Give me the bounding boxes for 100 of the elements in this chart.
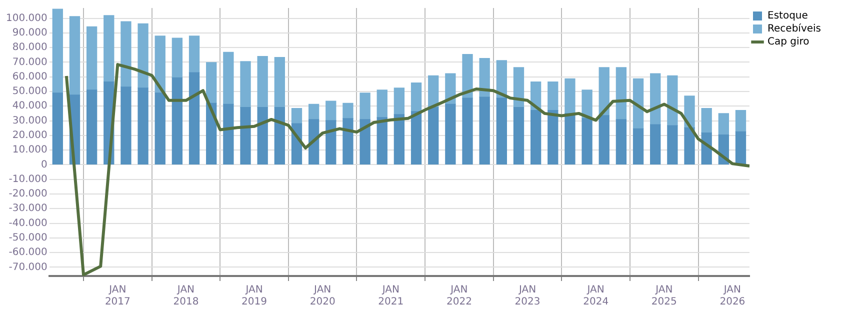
y-tick-label: 60.000 [12,71,48,82]
bar [86,26,98,90]
bar [564,78,576,114]
bar [326,100,336,121]
bar [513,106,524,165]
bar [462,98,473,165]
bar [120,86,132,165]
bar [52,92,63,165]
bar [428,75,439,108]
x-tick-label: JAN 2024 [583,284,609,308]
bar [394,88,405,115]
bar [496,98,507,165]
legend-label: Recebíveis [768,24,822,35]
bar [291,108,302,124]
bar [206,62,217,104]
bar [69,16,80,96]
x-tick-label: JAN 2017 [104,284,130,308]
bar [360,92,370,120]
y-tick-label: 50.000 [12,86,48,98]
legend-label: Estoque [768,10,808,22]
bar [410,111,422,165]
bar [52,8,63,94]
y-tick-label: 20.000 [12,130,48,142]
bar [376,117,388,165]
bar [172,77,183,165]
y-tick-label: 30.000 [12,115,48,126]
bar [376,90,388,118]
bar [632,128,644,165]
bar [667,125,678,165]
y-tick-label: -20.000 [8,188,48,200]
bar [154,92,166,165]
bar [650,73,661,125]
y-tick-label: -10.000 [8,174,48,185]
bar [308,104,320,120]
bar [735,131,746,165]
x-tick-label: JAN 2025 [651,284,677,308]
bar [394,114,405,165]
x-tick-label: JAN 2022 [446,284,472,308]
bar [616,119,627,165]
bar [274,106,285,165]
bar [257,106,268,165]
bar [188,72,200,165]
bar [138,23,148,88]
bar [616,67,627,120]
x-tick-label: JAN 2023 [514,284,540,308]
bar [342,102,354,119]
bar [308,119,320,165]
legend-label: Cap giro [768,36,810,48]
bar [240,61,251,108]
y-tick-label: 10.000 [12,144,48,156]
x-tick-label: JAN 2020 [310,284,336,308]
y-tick-label: 40.000 [12,100,48,112]
x-tick-label: JAN 2019 [242,284,268,308]
bar [598,115,610,165]
y-tick-label: -70.000 [8,262,48,273]
bar [240,106,251,165]
bar [104,15,114,82]
bar [188,36,200,73]
y-tick-label: 70.000 [12,56,48,68]
bar [86,90,98,165]
y-tick-label: 0 [40,159,48,170]
bar [274,57,285,108]
bar [223,104,234,165]
bar [548,110,558,165]
y-tick-label: 100.000 [6,12,48,24]
y-tick-label: 90.000 [12,27,48,38]
bar [154,36,166,94]
bar [582,118,592,165]
bar [120,21,132,88]
bar [667,75,678,126]
bar [718,113,729,136]
bar [582,90,592,119]
y-tick-label: -40.000 [8,218,48,229]
bar [564,113,576,165]
bar [428,106,439,165]
y-tick-label: -60.000 [8,247,48,258]
x-tick-label: JAN 2026 [720,284,746,308]
bar [138,88,148,165]
bar [462,54,473,98]
y-tick-label: 80.000 [12,42,48,54]
y-tick-label: -30.000 [8,203,48,214]
x-tick-label: JAN 2018 [173,284,199,308]
bar [445,104,456,165]
bar [342,118,354,165]
bar [548,81,558,111]
bar [326,120,336,165]
bar [684,127,695,165]
y-tick-label: -50.000 [8,232,48,244]
bar [257,56,268,108]
bar [513,67,524,108]
bar [172,38,183,78]
bar [735,110,746,132]
bar [530,110,542,165]
bar [632,78,644,130]
x-tick-label: JAN 2021 [378,284,404,308]
bar [650,124,661,165]
bar [410,82,422,112]
bar [701,108,712,134]
bar [223,52,234,105]
bar [360,119,370,165]
